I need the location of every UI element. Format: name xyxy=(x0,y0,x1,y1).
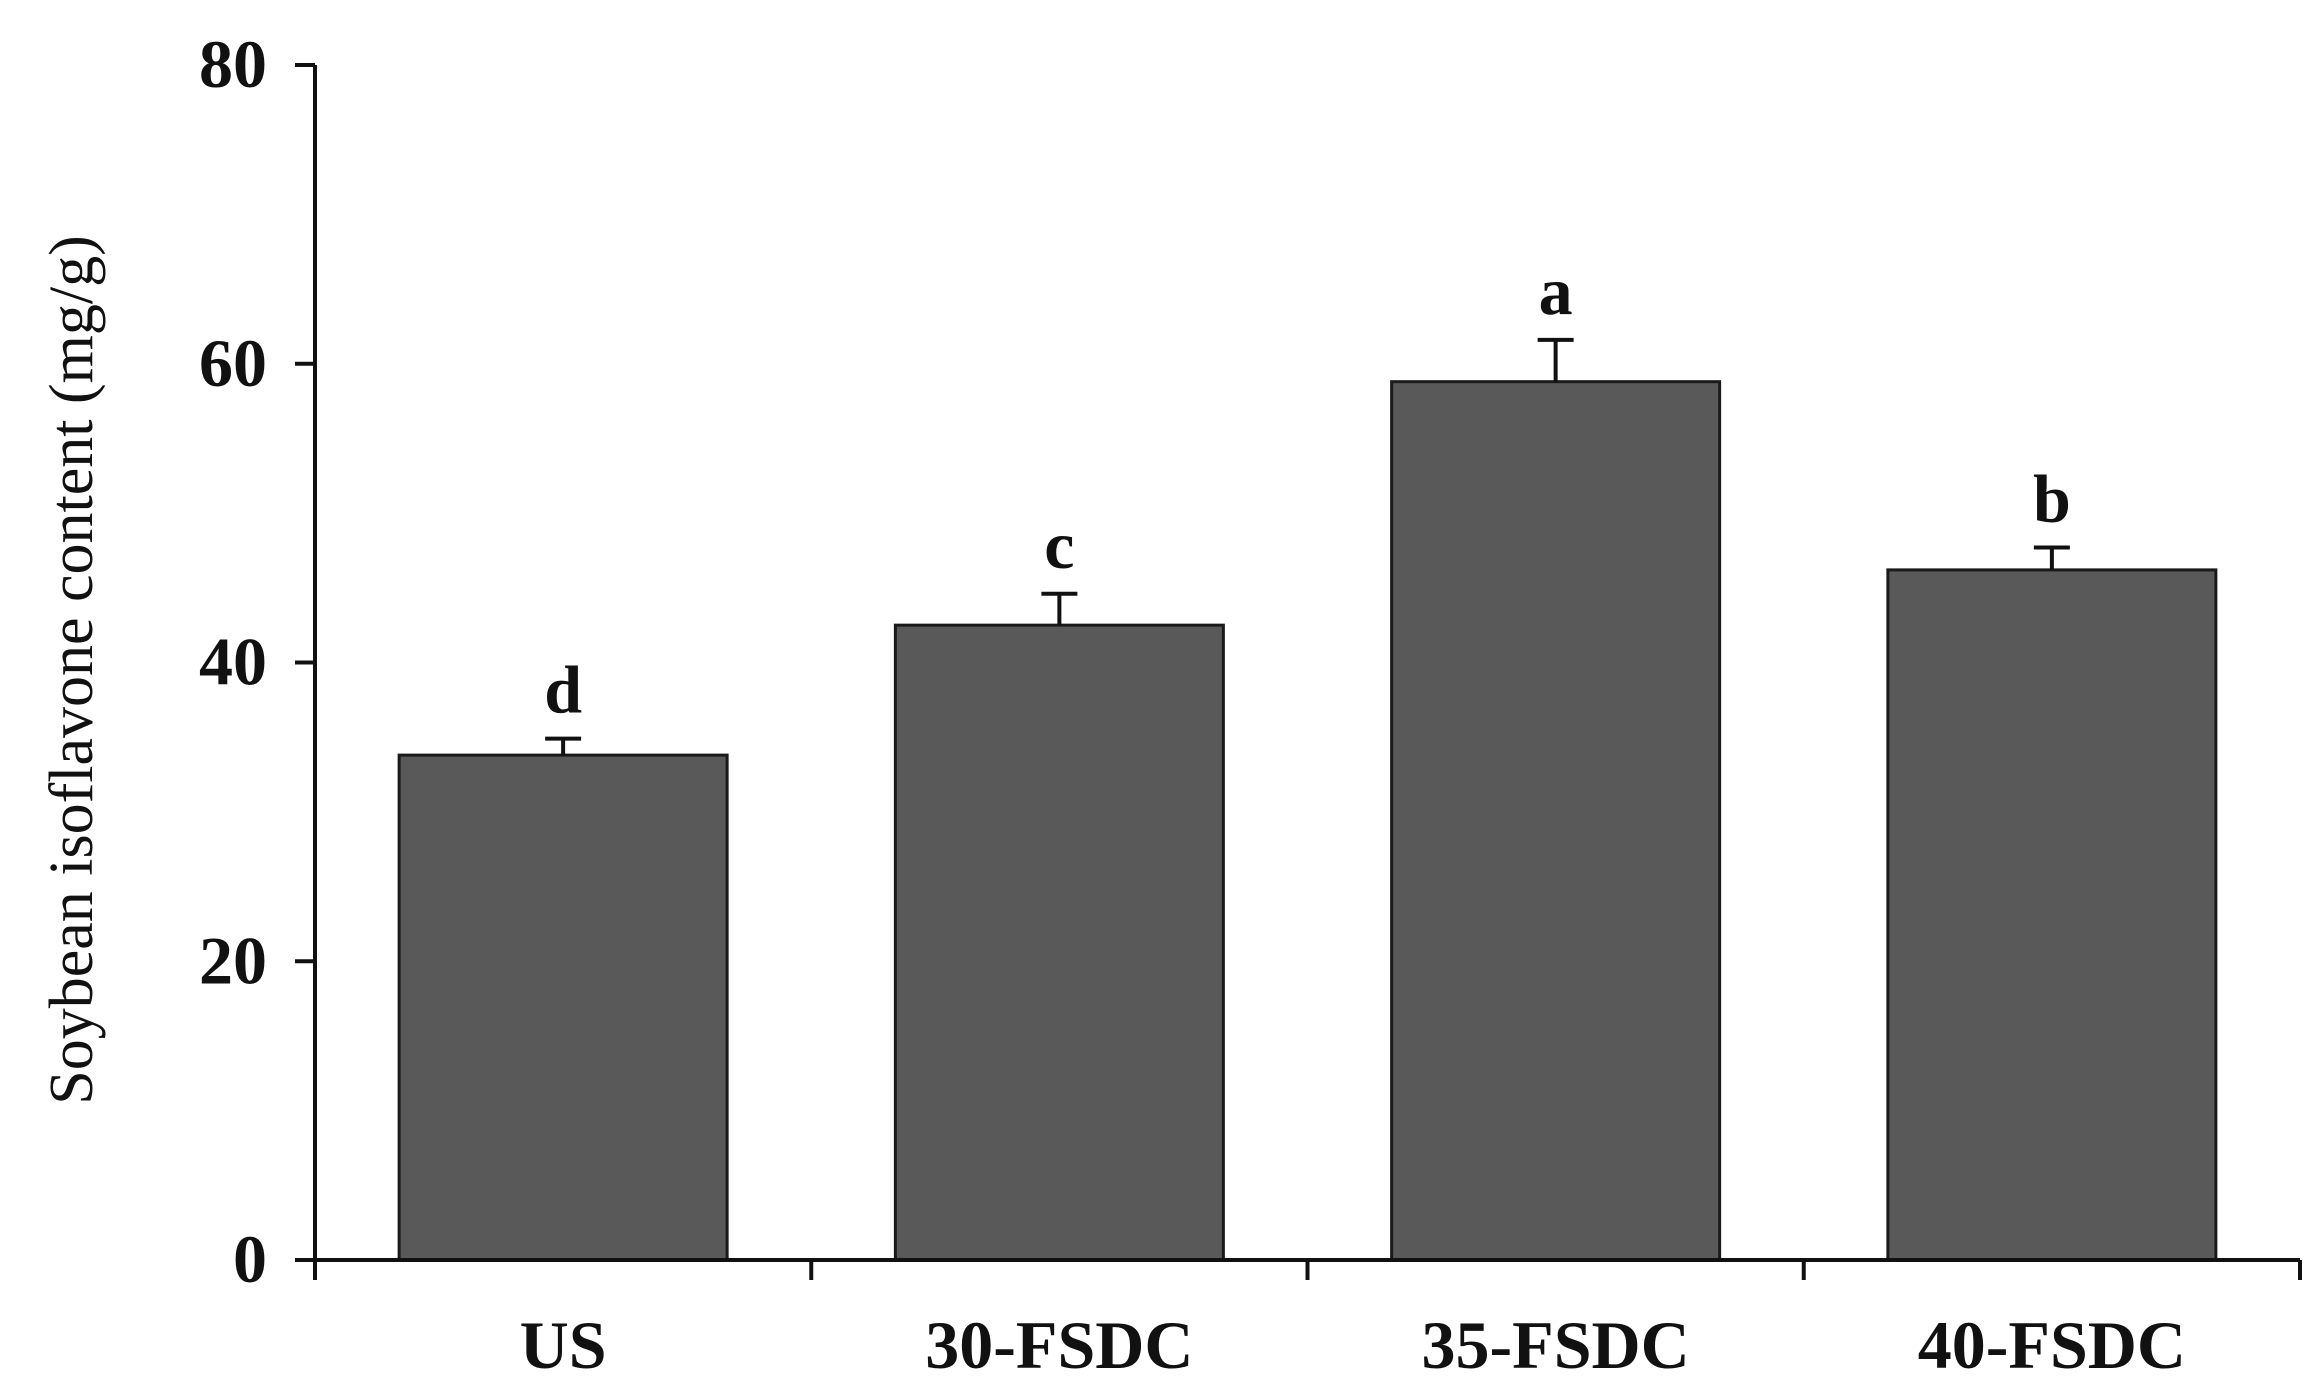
significance-label: a xyxy=(1539,253,1573,329)
x-category-label: US xyxy=(520,1307,607,1383)
significance-label: c xyxy=(1044,507,1074,583)
y-tick-label: 20 xyxy=(199,922,267,998)
labels-layer: d US c 30-FSDC a 35-FSDC b 40-FSDC xyxy=(520,253,2186,1383)
significance-label: d xyxy=(544,652,582,728)
error-bars-layer xyxy=(545,337,2070,756)
bars-layer xyxy=(397,380,2218,1262)
x-category-label: 35-FSDC xyxy=(1422,1307,1690,1383)
x-ticks-layer xyxy=(313,1260,2302,1280)
bar-35-fsdc xyxy=(1390,380,1722,1262)
y-axis-title: Soybean isoflavone content (mg/g) xyxy=(38,235,106,1105)
x-category-label: 40-FSDC xyxy=(1918,1307,2186,1383)
bar-us xyxy=(397,753,729,1262)
significance-label: b xyxy=(2033,460,2071,536)
y-tick-label: 80 xyxy=(199,26,267,102)
y-tick-label: 60 xyxy=(199,325,267,401)
y-tick-label: 40 xyxy=(199,624,267,700)
y-tick-label: 0 xyxy=(233,1221,267,1297)
bar-30-fsdc xyxy=(893,623,1225,1262)
bar-40-fsdc xyxy=(1886,568,2218,1262)
x-category-label: 30-FSDC xyxy=(925,1307,1193,1383)
y-ticks-layer: 0 20 40 60 80 xyxy=(199,26,315,1297)
